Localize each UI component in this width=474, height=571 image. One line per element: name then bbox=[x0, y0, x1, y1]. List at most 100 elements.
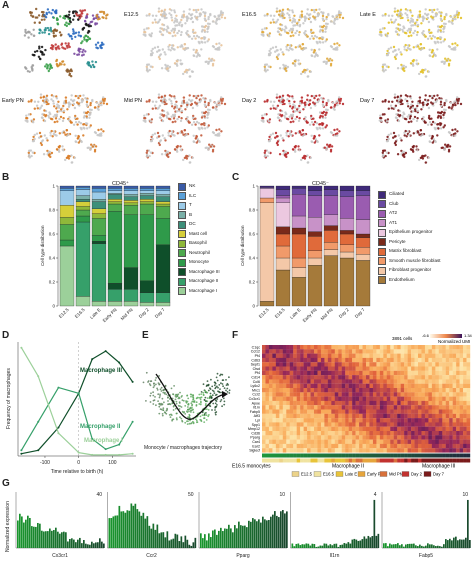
heatmap-cell bbox=[345, 443, 349, 449]
heatmap-cell bbox=[262, 409, 266, 414]
umap-point bbox=[333, 42, 336, 46]
heatmap-cell bbox=[431, 362, 436, 367]
umap-point bbox=[49, 134, 52, 137]
heatmap-cell bbox=[262, 345, 266, 350]
heatmap-cell bbox=[428, 435, 433, 440]
heatmap-cell bbox=[362, 375, 367, 380]
x-axis-label: Time relative to birth (h) bbox=[51, 469, 104, 475]
umap-point bbox=[202, 97, 205, 100]
umap-point bbox=[215, 42, 218, 46]
pseudotime-cell bbox=[307, 453, 311, 458]
heatmap-cell bbox=[411, 409, 415, 414]
umap-point bbox=[310, 54, 313, 57]
heatmap-cell bbox=[359, 345, 363, 350]
bar-segment bbox=[91, 301, 107, 307]
legend-swatch bbox=[178, 211, 186, 220]
umap-point bbox=[411, 20, 415, 23]
bar-segment bbox=[259, 188, 275, 199]
bar-segment bbox=[155, 292, 171, 303]
cell-point bbox=[196, 396, 199, 399]
heatmap-cell bbox=[449, 413, 453, 419]
umap-point bbox=[309, 70, 312, 74]
cell-point bbox=[220, 373, 222, 376]
heatmap-cell bbox=[303, 426, 308, 432]
umap-point bbox=[327, 145, 330, 148]
heatmap-cell bbox=[379, 431, 384, 436]
heatmap-cell bbox=[411, 357, 415, 363]
umap-point bbox=[284, 30, 287, 33]
umap-point bbox=[298, 101, 302, 105]
umap-point bbox=[293, 20, 297, 23]
cell-point bbox=[190, 422, 192, 425]
umap-point bbox=[168, 98, 171, 101]
cell-point bbox=[219, 388, 221, 390]
umap-point bbox=[50, 98, 53, 101]
heatmap-cell bbox=[345, 370, 349, 376]
bar-segment bbox=[139, 190, 155, 194]
umap-point bbox=[87, 61, 91, 64]
y-tick-label: 1 bbox=[252, 184, 255, 189]
heatmap-cell bbox=[320, 345, 325, 350]
heatmap-cell bbox=[435, 345, 439, 350]
umap-point bbox=[186, 116, 189, 119]
bar-segment bbox=[355, 260, 371, 307]
heatmap-cell bbox=[275, 379, 280, 384]
legend-item: Epithelium progenitor bbox=[378, 228, 441, 238]
umap-point bbox=[63, 158, 67, 162]
legend-label: ILC bbox=[189, 192, 197, 198]
heatmap-cell bbox=[456, 396, 460, 401]
umap-point bbox=[295, 115, 299, 119]
cell-point bbox=[162, 391, 165, 394]
umap-point bbox=[192, 94, 195, 98]
umap-point bbox=[406, 115, 409, 118]
heatmap-cell bbox=[359, 418, 363, 423]
umap-point bbox=[424, 161, 427, 164]
umap-point bbox=[218, 103, 221, 107]
umap-point bbox=[157, 20, 160, 23]
bar-segment bbox=[123, 185, 139, 189]
heatmap-cell bbox=[314, 362, 318, 367]
heatmap-cell bbox=[463, 388, 467, 393]
umap-point bbox=[395, 30, 398, 34]
heatmap-cell bbox=[407, 370, 412, 376]
heatmap-cell bbox=[262, 366, 266, 371]
heatmap-cell bbox=[279, 426, 283, 432]
umap-point bbox=[85, 127, 89, 130]
umap-point bbox=[148, 154, 151, 158]
cell-point bbox=[176, 418, 178, 421]
stage-cell bbox=[393, 458, 398, 463]
bar-segment bbox=[107, 201, 123, 205]
heatmap-cell bbox=[293, 362, 297, 367]
umap-point bbox=[95, 101, 99, 104]
umap-point bbox=[289, 105, 292, 108]
bar-segment bbox=[275, 233, 291, 247]
pseudotime-cell bbox=[435, 453, 439, 458]
umap-point bbox=[290, 31, 294, 34]
heatmap-cell bbox=[459, 388, 464, 393]
bar-segment bbox=[291, 215, 307, 229]
cell-point bbox=[223, 403, 226, 406]
umap-point bbox=[381, 100, 384, 103]
heatmap-cell bbox=[296, 388, 301, 393]
heatmap-cell bbox=[438, 422, 443, 427]
heatmap-cell bbox=[272, 435, 277, 440]
heatmap-cell bbox=[338, 396, 342, 401]
umap-point bbox=[312, 117, 315, 120]
umap-point bbox=[286, 43, 289, 47]
heatmap-cell bbox=[414, 357, 419, 363]
heatmap-cell bbox=[324, 409, 329, 414]
umap-point bbox=[85, 98, 89, 101]
umap-point bbox=[310, 94, 313, 98]
bar-segment bbox=[91, 218, 107, 236]
umap-point bbox=[416, 149, 419, 152]
umap-point bbox=[294, 146, 297, 149]
heatmap-cell bbox=[424, 357, 429, 363]
heatmap-cell bbox=[265, 349, 270, 354]
umap-point bbox=[182, 47, 185, 50]
heatmap-cell bbox=[275, 400, 280, 406]
heatmap-cell bbox=[338, 418, 342, 423]
heatmap-cell bbox=[324, 413, 329, 419]
umap-point bbox=[218, 42, 221, 45]
umap-point bbox=[279, 23, 282, 26]
heatmap-cell bbox=[362, 345, 367, 350]
